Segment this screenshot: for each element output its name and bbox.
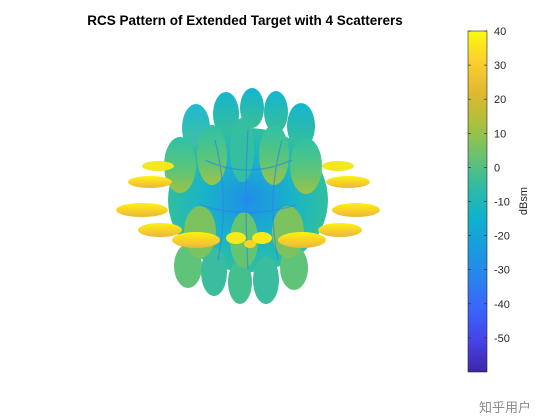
colorbar-tick-label: -10 xyxy=(494,197,510,209)
colorbar-label: dBsm xyxy=(518,187,530,215)
colorbar-tick-label: 30 xyxy=(494,60,506,72)
colorbar-tick-label: 0 xyxy=(494,162,500,174)
colorbar-tick-label: -30 xyxy=(494,265,510,277)
surface-veins xyxy=(199,129,297,271)
center-fins xyxy=(226,232,272,248)
colorbar-tick-label: 10 xyxy=(494,128,506,140)
colorbar-tick-label: -40 xyxy=(494,299,510,311)
rcs-surface xyxy=(116,88,380,304)
top-lobes xyxy=(182,88,315,152)
left-fins xyxy=(116,161,220,248)
bottom-lobes xyxy=(174,244,308,304)
middle-lobes xyxy=(164,118,322,268)
colorbar-tick-label: 40 xyxy=(494,26,506,38)
colorbar-tick-label: -20 xyxy=(494,231,510,243)
colorbar: 40 30 20 10 0 -10 -20 -30 -40 -50 dBsm xyxy=(467,26,530,373)
colorbar-tick-label: -50 xyxy=(494,333,510,345)
chart-title: RCS Pattern of Extended Target with 4 Sc… xyxy=(87,13,403,28)
colorbar-ticks: 40 30 20 10 0 -10 -20 -30 -40 -50 xyxy=(468,26,510,345)
watermark-text: 知乎用户 xyxy=(479,400,531,416)
colorbar-tick-label: 20 xyxy=(494,94,506,106)
right-fins xyxy=(278,161,380,248)
